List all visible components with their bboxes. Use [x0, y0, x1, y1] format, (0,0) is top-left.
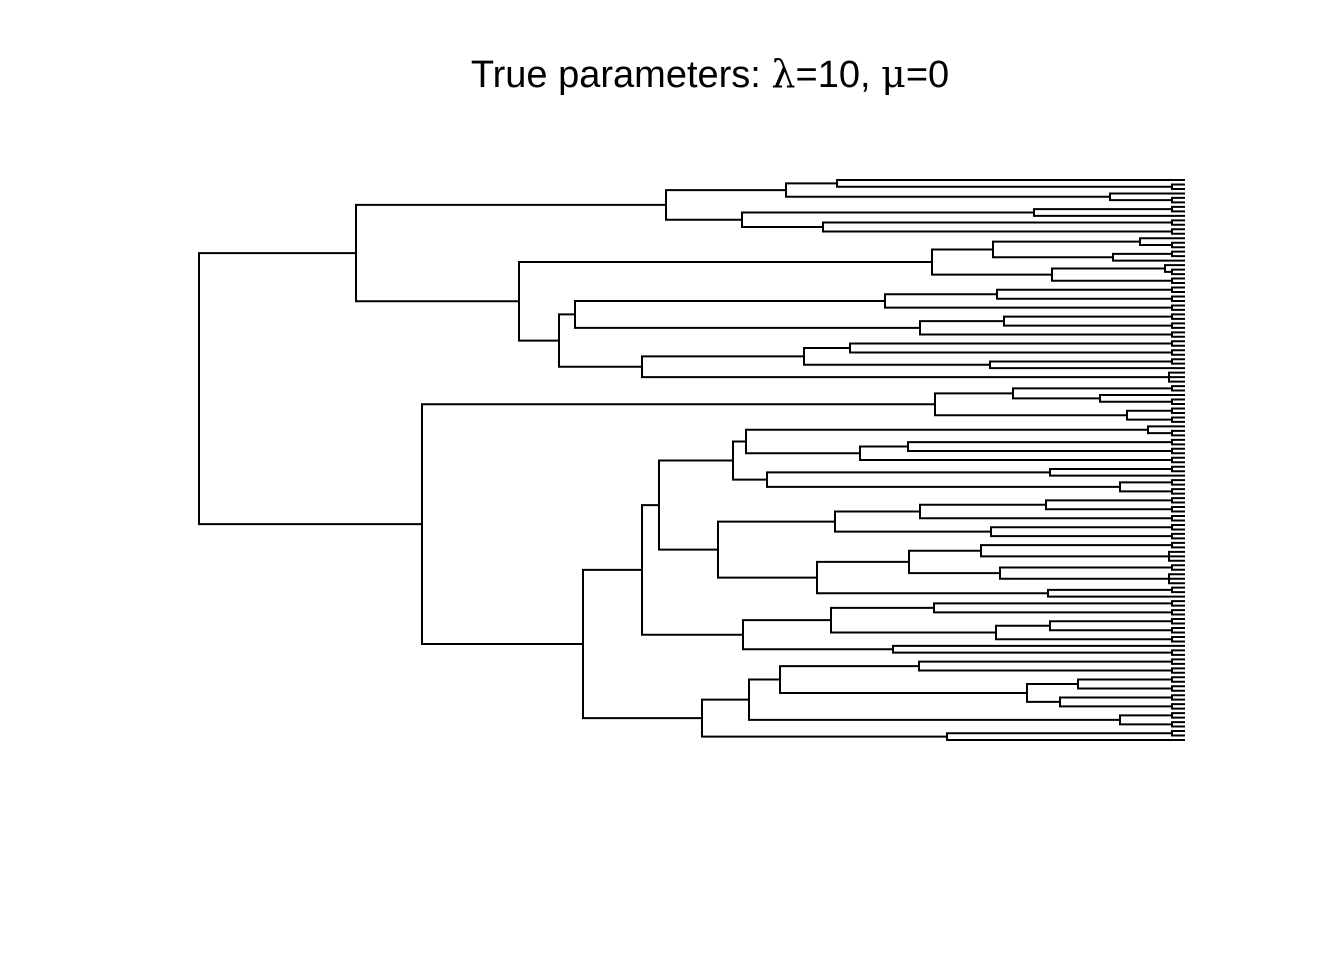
title-prefix: True parameters: [470, 54, 772, 96]
plot-title: True parameters: λ=10, μ=0 [0, 52, 1344, 97]
lambda-value: 10 [817, 54, 860, 96]
lambda-symbol: λ [771, 52, 796, 96]
mu-value: 0 [928, 54, 950, 96]
mu-symbol: μ [881, 52, 906, 96]
lambda-equals: = [795, 54, 818, 96]
mu-equals: = [905, 54, 929, 96]
tree-branches [198, 179, 1185, 741]
title-separator: , [860, 54, 882, 96]
